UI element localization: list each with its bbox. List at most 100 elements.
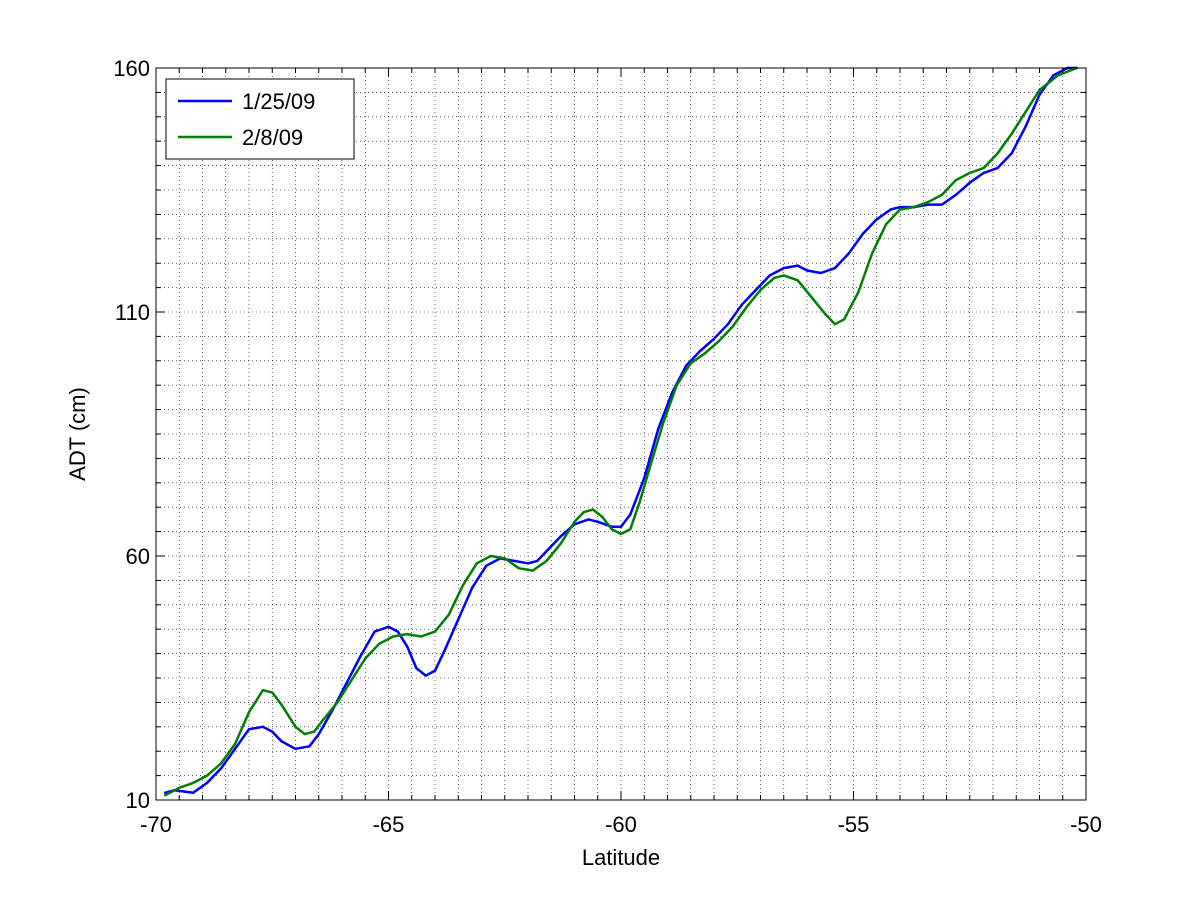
data-point	[833, 323, 837, 326]
data-point	[345, 681, 348, 685]
data-point	[303, 732, 306, 736]
data-point	[647, 469, 651, 472]
data-point	[359, 654, 362, 658]
data-point	[1024, 125, 1027, 128]
data-point	[1010, 132, 1013, 136]
data-point	[1052, 74, 1055, 77]
data-point	[898, 205, 902, 209]
data-point	[205, 781, 209, 785]
data-point	[926, 201, 930, 204]
data-point	[1024, 110, 1027, 114]
data-point	[796, 279, 799, 282]
data-point	[433, 669, 437, 672]
data-point	[164, 791, 167, 794]
data-point	[684, 364, 688, 367]
data-point	[884, 223, 888, 226]
data-point	[601, 515, 604, 519]
y-tick-label: 60	[126, 544, 150, 569]
x-axis-title: Latitude	[582, 845, 660, 870]
data-point	[661, 423, 664, 426]
data-point	[271, 691, 274, 694]
legend-box	[165, 78, 355, 160]
y-tick-label: 160	[113, 56, 150, 81]
data-point	[405, 645, 409, 648]
data-point	[164, 793, 167, 797]
data-point	[205, 774, 209, 777]
data-point	[638, 501, 641, 504]
data-point	[1038, 93, 1041, 97]
data-point	[796, 264, 799, 267]
data-point	[545, 549, 548, 553]
data-point	[675, 384, 678, 387]
data-point	[591, 508, 595, 511]
data-point	[312, 730, 316, 733]
data-point	[587, 518, 590, 521]
data-point	[405, 632, 409, 636]
data-point	[773, 276, 776, 279]
data-point	[573, 520, 576, 523]
data-point	[471, 586, 474, 589]
data-point	[857, 291, 860, 294]
grid-lines	[156, 68, 1086, 800]
data-point	[475, 562, 478, 565]
legend-label: 1/25/09	[242, 89, 315, 114]
data-point	[703, 352, 706, 355]
data-point	[689, 362, 692, 365]
data-point	[712, 337, 716, 340]
data-point	[387, 625, 390, 628]
series-layer	[164, 66, 1078, 797]
data-point	[861, 232, 864, 236]
data-point	[1056, 74, 1060, 77]
axis-ticks	[155, 67, 1087, 801]
data-point	[657, 427, 660, 431]
data-point	[833, 266, 837, 270]
data-point	[485, 564, 488, 567]
data-point	[759, 288, 762, 292]
data-point	[898, 208, 902, 211]
data-point	[233, 742, 237, 746]
data-point	[643, 476, 646, 480]
data-point	[373, 630, 376, 633]
data-point	[317, 732, 320, 736]
data-point	[582, 510, 585, 514]
data-point	[364, 657, 367, 660]
data-point	[261, 689, 265, 692]
data-point	[726, 323, 730, 326]
data-point	[396, 630, 399, 633]
data-point	[192, 781, 195, 785]
data-point	[178, 786, 181, 789]
data-point	[745, 305, 748, 309]
data-point	[271, 730, 274, 733]
data-point	[219, 767, 223, 770]
data-point	[219, 762, 223, 765]
data-point	[870, 252, 874, 255]
data-point	[596, 520, 599, 523]
data-point	[819, 271, 823, 275]
y-tick-label: 10	[126, 788, 150, 813]
data-point	[192, 791, 195, 794]
data-point	[512, 559, 516, 563]
data-point	[954, 179, 957, 182]
data-point	[610, 528, 613, 531]
data-point	[350, 679, 353, 682]
data-point	[996, 166, 999, 170]
x-tick-labels: -70 -65 -60 -55 -50	[140, 812, 1102, 837]
data-point	[782, 266, 785, 270]
data-point	[810, 296, 813, 299]
data-point	[740, 303, 744, 306]
data-point	[233, 747, 237, 750]
data-point	[629, 513, 632, 516]
data-point	[280, 740, 283, 743]
series-points-2	[164, 66, 1078, 797]
data-point	[731, 325, 734, 328]
data-point	[336, 701, 339, 704]
x-tick-label: -55	[838, 812, 870, 837]
data-point	[982, 171, 985, 175]
y-tick-label: 110	[115, 300, 150, 325]
data-point	[443, 650, 446, 653]
y-tick-labels: 10 60 110 160	[113, 56, 150, 813]
data-point	[875, 218, 878, 221]
y-axis-title: ADT (cm)	[65, 387, 90, 481]
data-point	[378, 642, 381, 645]
